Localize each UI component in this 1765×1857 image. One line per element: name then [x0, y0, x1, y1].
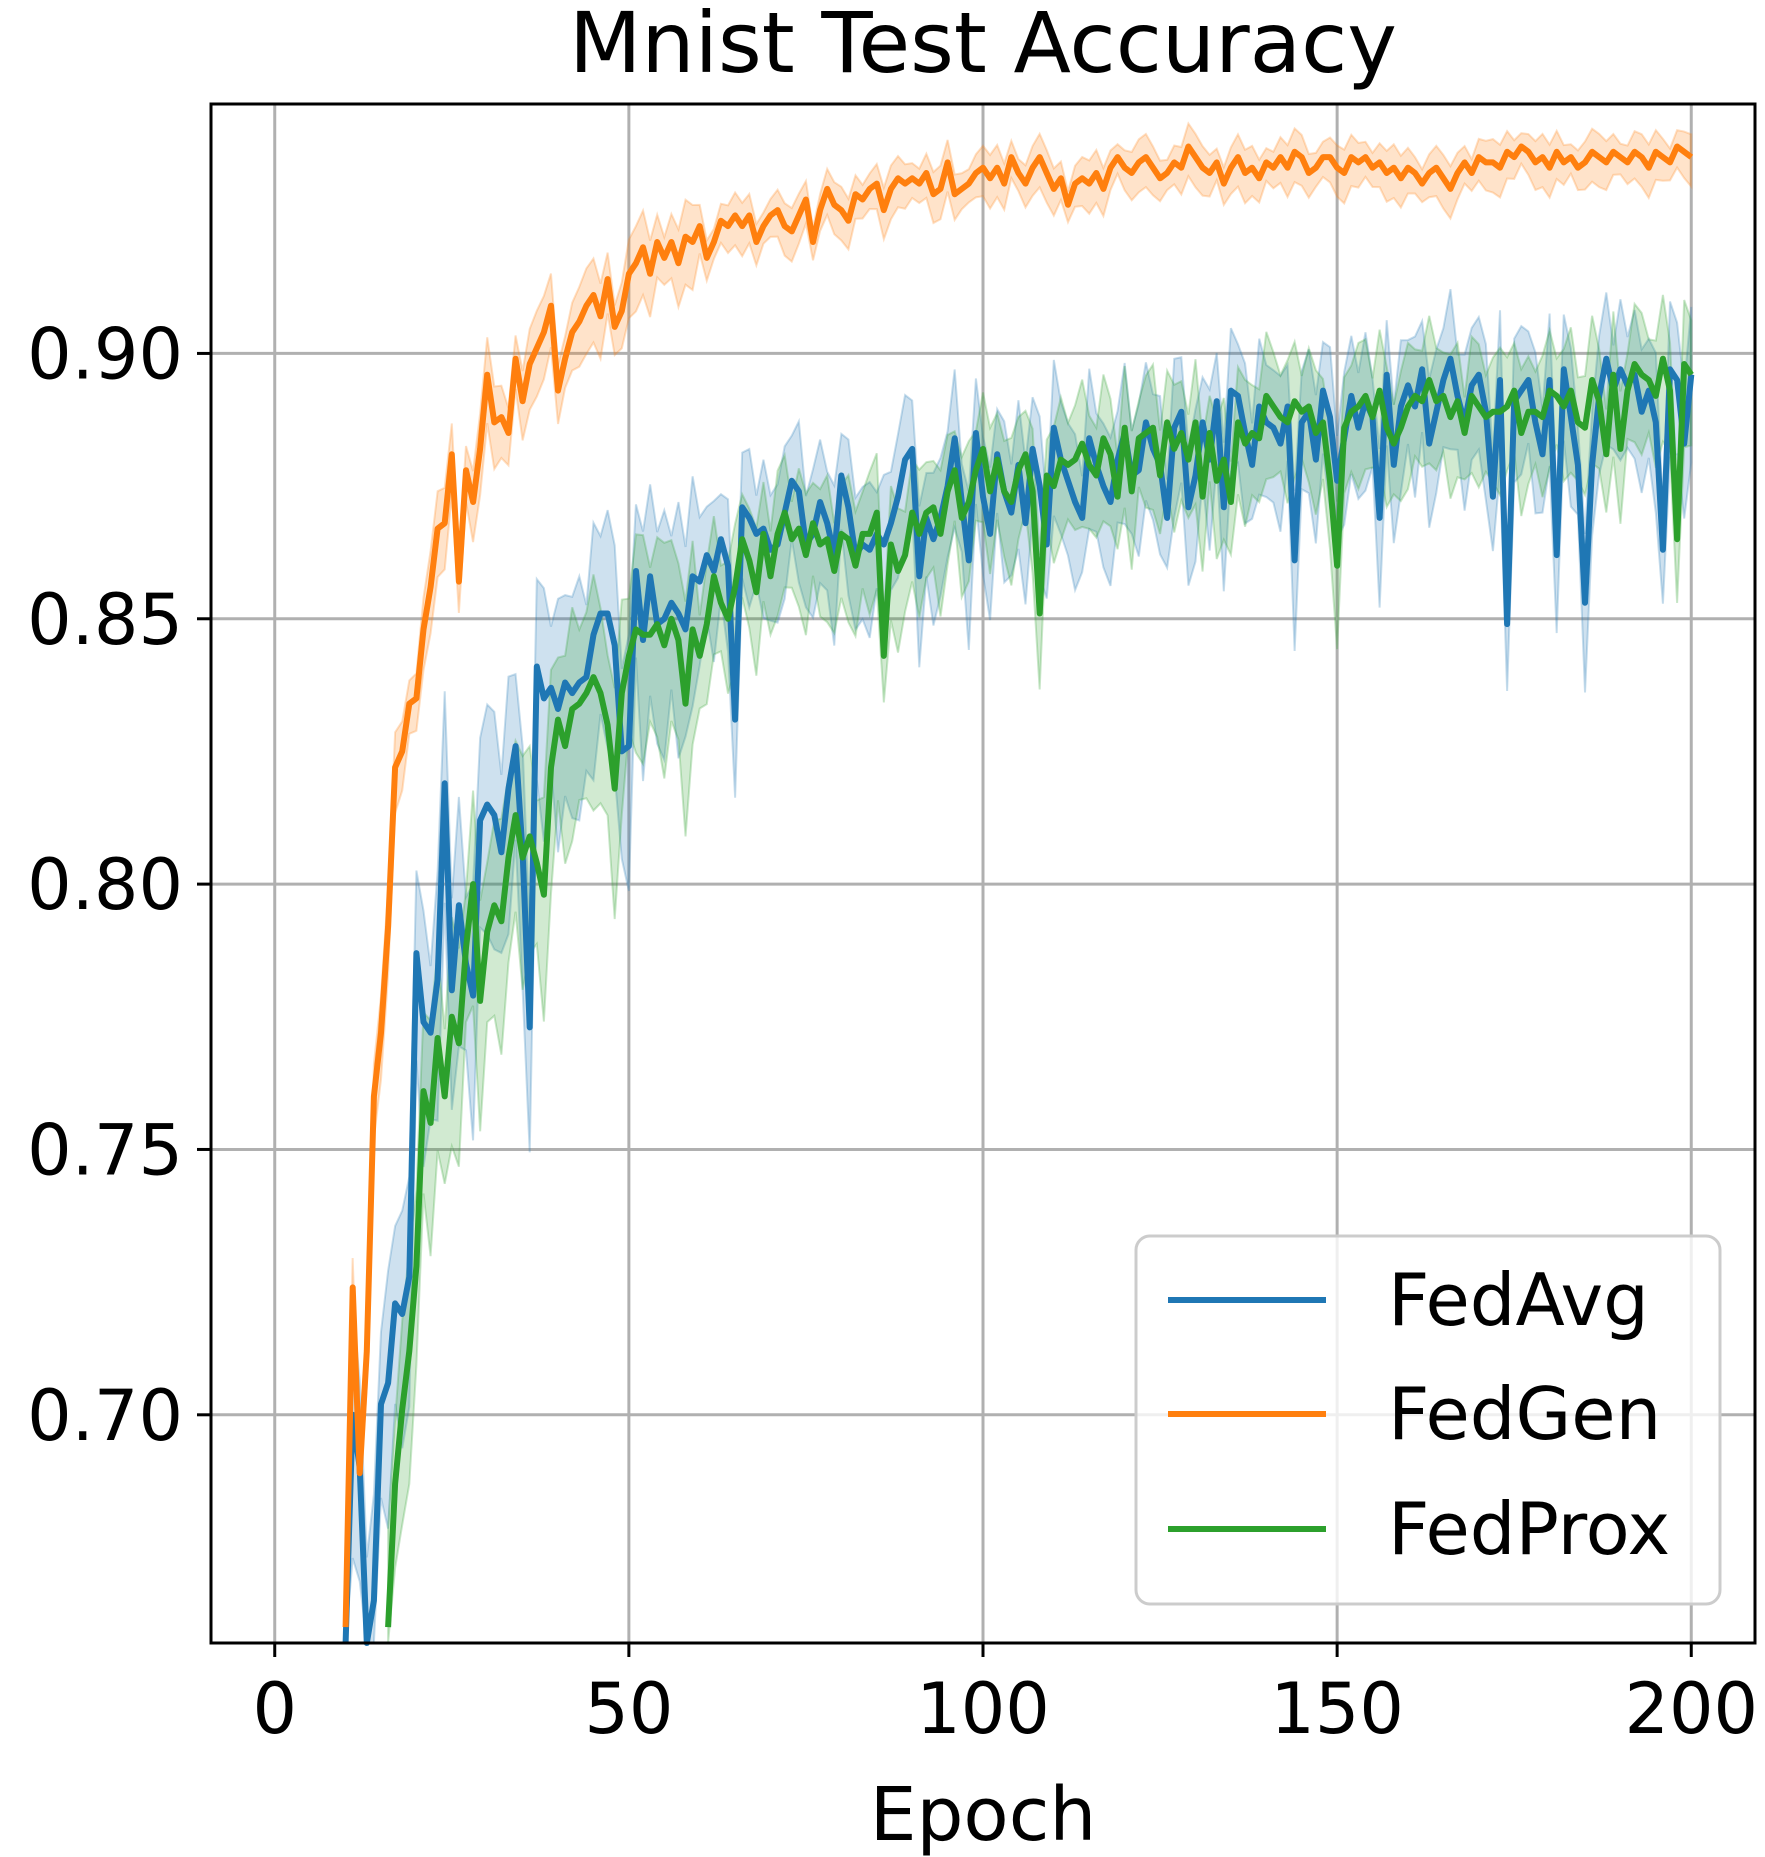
legend-box	[1134, 1234, 1722, 1606]
grid	[211, 104, 1755, 1643]
x-axis-label: Epoch	[870, 1772, 1097, 1857]
ticks: 0 50 100 150 200 0.70 0.75 0.80 0.85 0.90	[27, 313, 1758, 1750]
chart-title: Mnist Test Accuracy	[569, 0, 1397, 92]
y-tick-label: 0.85	[27, 579, 183, 661]
y-tick-label: 0.75	[27, 1109, 183, 1191]
legend-label-fedprox: FedProx	[1388, 1487, 1670, 1571]
x-tick-label: 150	[1270, 1668, 1404, 1750]
legend: FedAvg FedGen FedProx	[1134, 1234, 1722, 1606]
x-tick-label: 50	[584, 1668, 673, 1750]
y-tick-label: 0.70	[27, 1375, 183, 1457]
legend-label-fedavg: FedAvg	[1388, 1258, 1649, 1342]
y-tick-label: 0.80	[27, 844, 183, 926]
legend-label-fedgen: FedGen	[1388, 1372, 1661, 1456]
x-tick-label: 200	[1624, 1668, 1758, 1750]
series-lines	[342, 143, 1695, 1646]
x-tick-label: 0	[252, 1668, 297, 1750]
x-tick-label: 100	[916, 1668, 1050, 1750]
band-fedprox	[387, 294, 1693, 1644]
y-tick-label: 0.90	[27, 313, 183, 395]
band-fedgen	[344, 121, 1693, 1644]
series-line-fedgen	[342, 143, 1694, 1628]
series-line-fedprox	[385, 355, 1694, 1628]
